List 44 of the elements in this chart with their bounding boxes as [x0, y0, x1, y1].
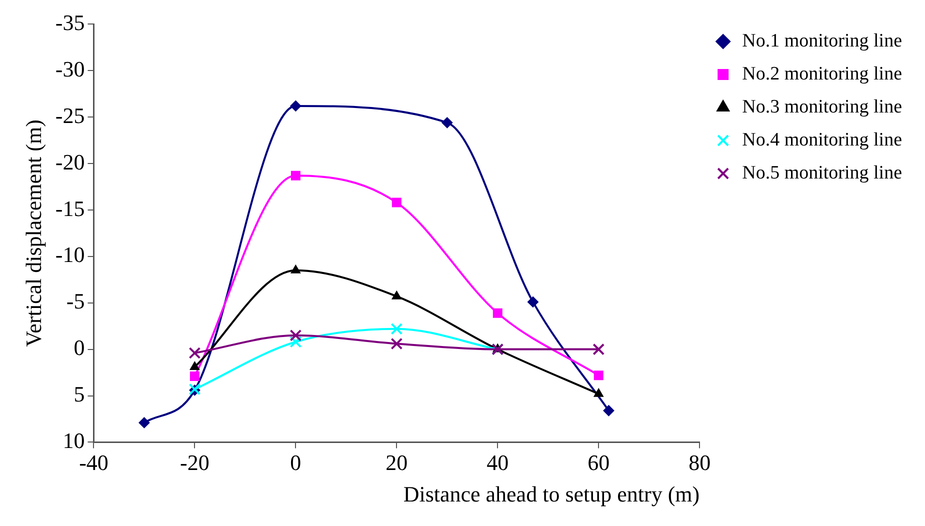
legend-label: No.3 monitoring line	[742, 96, 902, 118]
point	[392, 290, 402, 300]
point	[390, 338, 403, 350]
point	[290, 100, 302, 112]
y-axis-title: Vertical displacement (m)	[20, 120, 46, 347]
legend-label: No.2 monitoring line	[742, 63, 902, 84]
point	[390, 322, 403, 335]
point	[290, 329, 302, 342]
legend-label: No.4 monitoring line	[742, 129, 902, 150]
point	[290, 170, 300, 180]
x-tick-label: 80	[688, 450, 711, 476]
legend-label: No.5 monitoring line	[742, 162, 902, 184]
point	[290, 264, 301, 274]
y-tick-label: -30	[55, 56, 85, 82]
point	[603, 405, 614, 416]
point	[442, 117, 453, 128]
point	[594, 370, 604, 380]
x-tick-label: -20	[180, 450, 210, 476]
point	[392, 198, 402, 208]
x-axis-title: Distance ahead to setup entry (m)	[403, 482, 700, 507]
y-tick-label: 5	[74, 382, 85, 407]
y-tick-label: 0	[74, 335, 85, 360]
x-tick-label: 40	[486, 450, 509, 476]
x-tick-label: -40	[79, 450, 108, 476]
point	[290, 336, 302, 348]
point	[492, 308, 502, 318]
point	[190, 372, 200, 381]
point	[190, 361, 200, 370]
point	[188, 347, 201, 359]
point	[138, 417, 150, 428]
y-tick-label: -5	[66, 288, 85, 314]
legend-label: No.1 monitoring line	[742, 30, 902, 52]
y-tick-label: -25	[55, 102, 85, 128]
x-tick-label: 60	[588, 450, 610, 476]
y-tick-label: -20	[55, 149, 85, 174]
y-tick-label: -10	[55, 242, 85, 268]
point	[594, 388, 604, 397]
y-tick-label: -35	[55, 10, 85, 35]
y-tick-label: -15	[55, 196, 85, 221]
y-tick-label: 10	[62, 428, 85, 453]
point	[592, 343, 605, 356]
point	[527, 296, 538, 308]
x-tick-label: 20	[386, 450, 408, 476]
x-tick-label: 0	[290, 450, 302, 476]
